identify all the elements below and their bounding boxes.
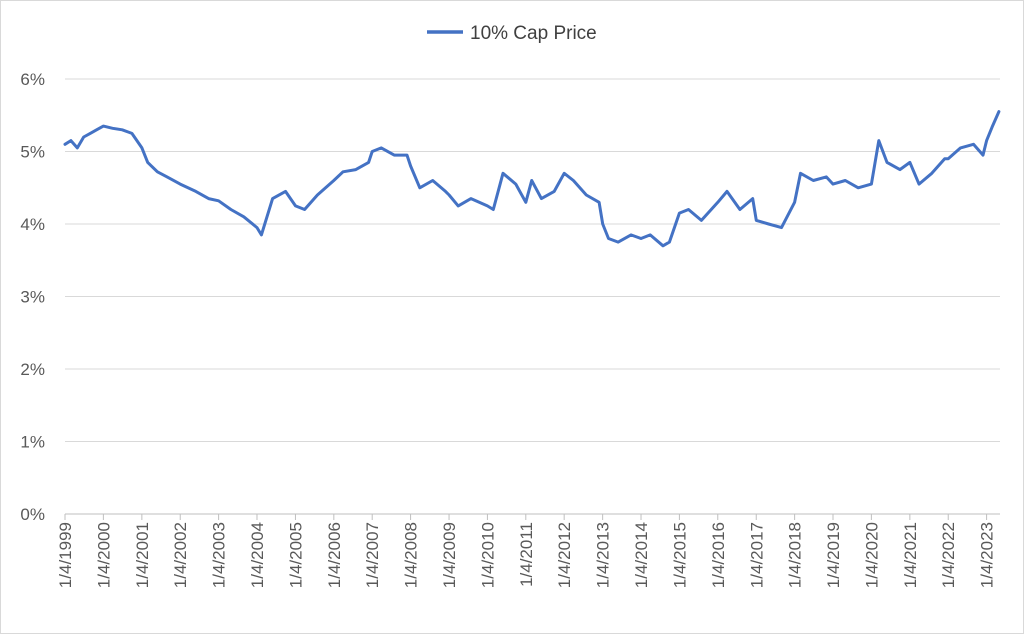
x-tick-label: 1/4/2006 bbox=[325, 522, 344, 588]
x-tick-label: 1/4/2017 bbox=[747, 522, 766, 588]
x-tick-label: 1/4/2008 bbox=[402, 522, 421, 588]
x-tick-label: 1/4/2009 bbox=[440, 522, 459, 588]
x-tick-label: 1/4/2002 bbox=[171, 522, 190, 588]
x-tick-label: 1/4/2020 bbox=[862, 522, 881, 588]
x-tick-label: 1/4/2011 bbox=[517, 522, 536, 587]
x-tick-label: 1/4/2016 bbox=[709, 522, 728, 588]
x-tick-label: 1/4/2023 bbox=[978, 522, 997, 588]
y-tick-label: 2% bbox=[20, 360, 45, 379]
x-tick-label: 1/4/2000 bbox=[94, 522, 113, 588]
y-axis-tick-labels: 0% 1% 2% 3% 4% 5% 6% bbox=[20, 70, 45, 524]
legend: 10% Cap Price bbox=[427, 23, 597, 44]
legend-label: 10% Cap Price bbox=[470, 23, 597, 44]
series-line bbox=[63, 110, 1001, 248]
y-tick-label: 6% bbox=[20, 70, 45, 89]
x-tick-label: 1/4/2005 bbox=[286, 522, 305, 588]
x-tick-label: 1/4/2019 bbox=[824, 522, 843, 588]
gridlines bbox=[65, 78, 1000, 442]
x-axis-tick-labels: 1/4/1999 1/4/2000 1/4/2001 1/4/2002 1/4/2003… bbox=[56, 522, 997, 588]
x-tick-label: 1/4/2013 bbox=[594, 522, 613, 588]
x-tick-label: 1/4/2010 bbox=[478, 522, 497, 588]
y-tick-label: 0% bbox=[20, 505, 45, 524]
x-tick-label: 1/4/2004 bbox=[248, 522, 267, 588]
x-tick-label: 1/4/2014 bbox=[632, 522, 651, 588]
x-tick-label: 1/4/2021 bbox=[901, 522, 920, 588]
x-tick-label: 1/4/2012 bbox=[555, 522, 574, 588]
y-tick-label: 5% bbox=[20, 143, 45, 162]
x-tick-label: 1/4/1999 bbox=[56, 522, 75, 588]
y-tick-label: 1% bbox=[20, 433, 45, 452]
y-tick-label: 4% bbox=[20, 215, 45, 234]
x-tick-label: 1/4/2022 bbox=[939, 522, 958, 588]
x-tick-label: 1/4/2001 bbox=[133, 522, 152, 588]
x-tick-label: 1/4/2007 bbox=[363, 522, 382, 588]
series-layer bbox=[63, 110, 1001, 248]
x-axis bbox=[64, 513, 1000, 520]
x-tick-label: 1/4/2003 bbox=[210, 522, 229, 588]
y-tick-label: 3% bbox=[20, 288, 45, 307]
x-tick-label: 1/4/2015 bbox=[670, 522, 689, 588]
x-tick-label: 1/4/2018 bbox=[786, 522, 805, 588]
